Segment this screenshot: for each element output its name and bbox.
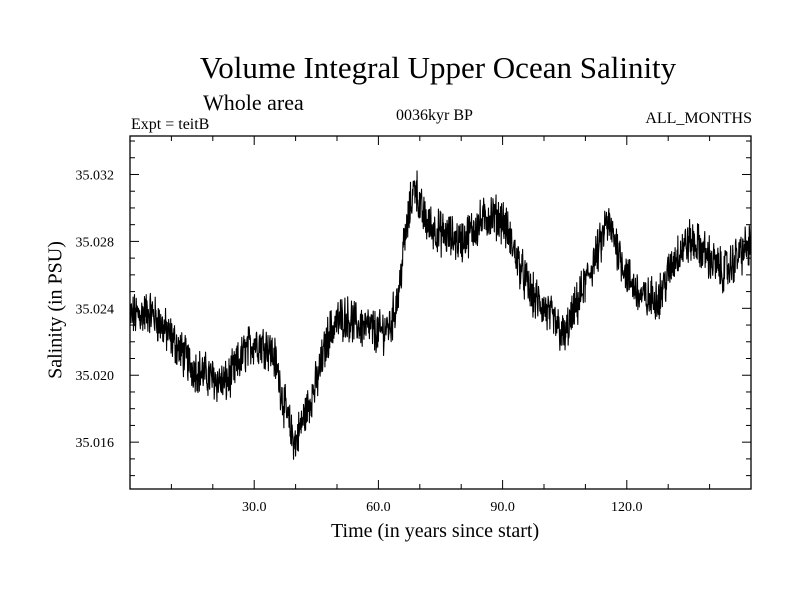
chart-subtitle: Whole area xyxy=(203,90,304,115)
x-tick-label: 90.0 xyxy=(490,500,515,515)
months-label: ALL_MONTHS xyxy=(645,110,752,127)
epoch-label: 0036kyr BP xyxy=(396,107,473,124)
chart-title: Volume Integral Upper Ocean Salinity xyxy=(199,50,677,85)
experiment-label: Expt = teitB xyxy=(131,116,210,133)
y-axis-label: Salinity (in PSU) xyxy=(44,241,67,379)
x-tick-label: 60.0 xyxy=(366,500,391,515)
y-tick-label: 35.020 xyxy=(76,369,115,384)
x-axis-label: Time (in years since start) xyxy=(331,520,540,542)
y-tick-label: 35.028 xyxy=(76,235,115,250)
y-tick-label: 35.032 xyxy=(76,168,115,183)
y-tick-label: 35.016 xyxy=(76,436,115,451)
series-line xyxy=(129,170,752,460)
plot-frame xyxy=(129,135,752,490)
y-tick-label: 35.024 xyxy=(76,302,115,317)
x-tick-label: 120.0 xyxy=(611,500,643,515)
x-tick-label: 30.0 xyxy=(242,500,267,515)
